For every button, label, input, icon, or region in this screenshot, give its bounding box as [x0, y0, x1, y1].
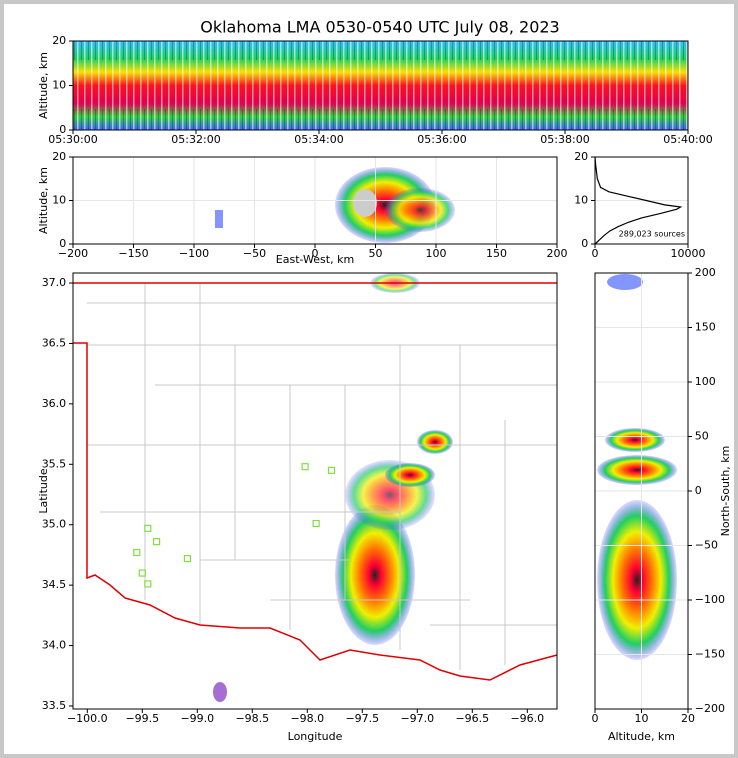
- station: [144, 524, 152, 532]
- plot-frame: [72, 156, 558, 245]
- x-tick-label: 05:34:00: [294, 133, 343, 146]
- x-tick-label: −98.0: [290, 712, 324, 725]
- x-tick-label: −100.0: [67, 712, 108, 725]
- y-tick-label: −50: [695, 539, 718, 552]
- y-tick-label: 0: [59, 123, 66, 136]
- y-tick-label: 36.5: [42, 336, 67, 349]
- x-tick-label: −100: [179, 247, 209, 260]
- y-tick-label: −200: [695, 702, 725, 715]
- y-tick-label: 35.0: [42, 518, 67, 531]
- y-tick-label: 10: [52, 194, 66, 207]
- x-tick-label: 10: [635, 712, 649, 725]
- station: [133, 548, 141, 557]
- x-tick-label: 0: [312, 247, 319, 260]
- x-tick-label: −96.5: [455, 712, 489, 725]
- y-tick-label: 37.0: [42, 276, 67, 289]
- x-tick-label: 200: [547, 247, 568, 260]
- y-tick-label: 0: [695, 484, 702, 497]
- station: [312, 519, 320, 528]
- plot-frame: [594, 272, 689, 710]
- y-tick-label: 20: [52, 150, 66, 163]
- x-axis-label: Longitude: [288, 730, 343, 743]
- station: [327, 466, 336, 474]
- plot-frame: [594, 156, 689, 245]
- y-tick-label: 34.0: [42, 639, 67, 652]
- x-tick-label: −99.5: [125, 712, 159, 725]
- station: [144, 580, 152, 588]
- y-tick-label: 0: [59, 237, 66, 250]
- station: [153, 538, 161, 546]
- x-tick-label: 05:36:00: [417, 133, 466, 146]
- y-tick-label: 50: [695, 430, 709, 443]
- x-tick-label: −97.0: [400, 712, 434, 725]
- y-tick-label: 150: [695, 321, 716, 334]
- x-tick-label: 05:30:00: [48, 133, 97, 146]
- y-tick-label: −150: [695, 648, 725, 661]
- plot-frame: [72, 272, 558, 710]
- x-tick-label: 50: [369, 247, 383, 260]
- x-tick-label: −99.0: [180, 712, 214, 725]
- x-tick-label: −50: [243, 247, 266, 260]
- x-axis-label: Altitude, km: [608, 730, 675, 743]
- chart-title: Oklahoma LMA 0530-0540 UTC July 08, 2023: [200, 18, 559, 37]
- x-tick-label: 0: [592, 247, 599, 260]
- annotation: 289,023 sources: [619, 230, 685, 239]
- y-tick-label: 10: [52, 79, 66, 92]
- altitude-profile: [594, 156, 683, 245]
- y-axis-label: Altitude, km: [37, 167, 50, 234]
- x-axis-label: East-West, km: [276, 253, 354, 266]
- y-tick-label: −100: [695, 593, 725, 606]
- station: [138, 569, 146, 577]
- x-tick-label: −97.5: [345, 712, 379, 725]
- y-tick-label: 35.5: [42, 457, 67, 470]
- y-tick-label: 36.0: [42, 397, 67, 410]
- x-tick-label: 05:32:00: [171, 133, 220, 146]
- x-tick-label: −98.5: [235, 712, 269, 725]
- source-density: [73, 41, 688, 702]
- x-tick-label: 20: [681, 712, 695, 725]
- x-tick-label: 10000: [671, 247, 706, 260]
- plot-frame: [72, 40, 689, 131]
- state-border: [73, 282, 558, 681]
- y-tick-label: 0: [581, 237, 588, 250]
- x-tick-label: 05:40:00: [663, 133, 712, 146]
- x-tick-label: 0: [592, 712, 599, 725]
- y-axis-label: North-South, km: [719, 446, 732, 537]
- y-tick-label: 200: [695, 266, 716, 279]
- y-axis-label: Latitude: [37, 468, 50, 514]
- y-tick-label: 10: [574, 194, 588, 207]
- x-tick-label: −200: [58, 247, 88, 260]
- y-tick-label: 33.5: [42, 699, 67, 712]
- y-tick-label: 34.5: [42, 578, 67, 591]
- station: [183, 554, 191, 563]
- x-tick-label: −96.0: [510, 712, 544, 725]
- x-tick-label: 100: [426, 247, 447, 260]
- x-tick-label: −150: [118, 247, 148, 260]
- x-tick-label: 05:38:00: [540, 133, 589, 146]
- x-tick-label: 150: [486, 247, 507, 260]
- y-axis-label: Altitude, km: [37, 52, 50, 119]
- county-lines: [87, 283, 557, 670]
- y-tick-label: 20: [52, 34, 66, 47]
- station: [301, 463, 309, 471]
- y-tick-label: 100: [695, 375, 716, 388]
- y-tick-label: 20: [574, 150, 588, 163]
